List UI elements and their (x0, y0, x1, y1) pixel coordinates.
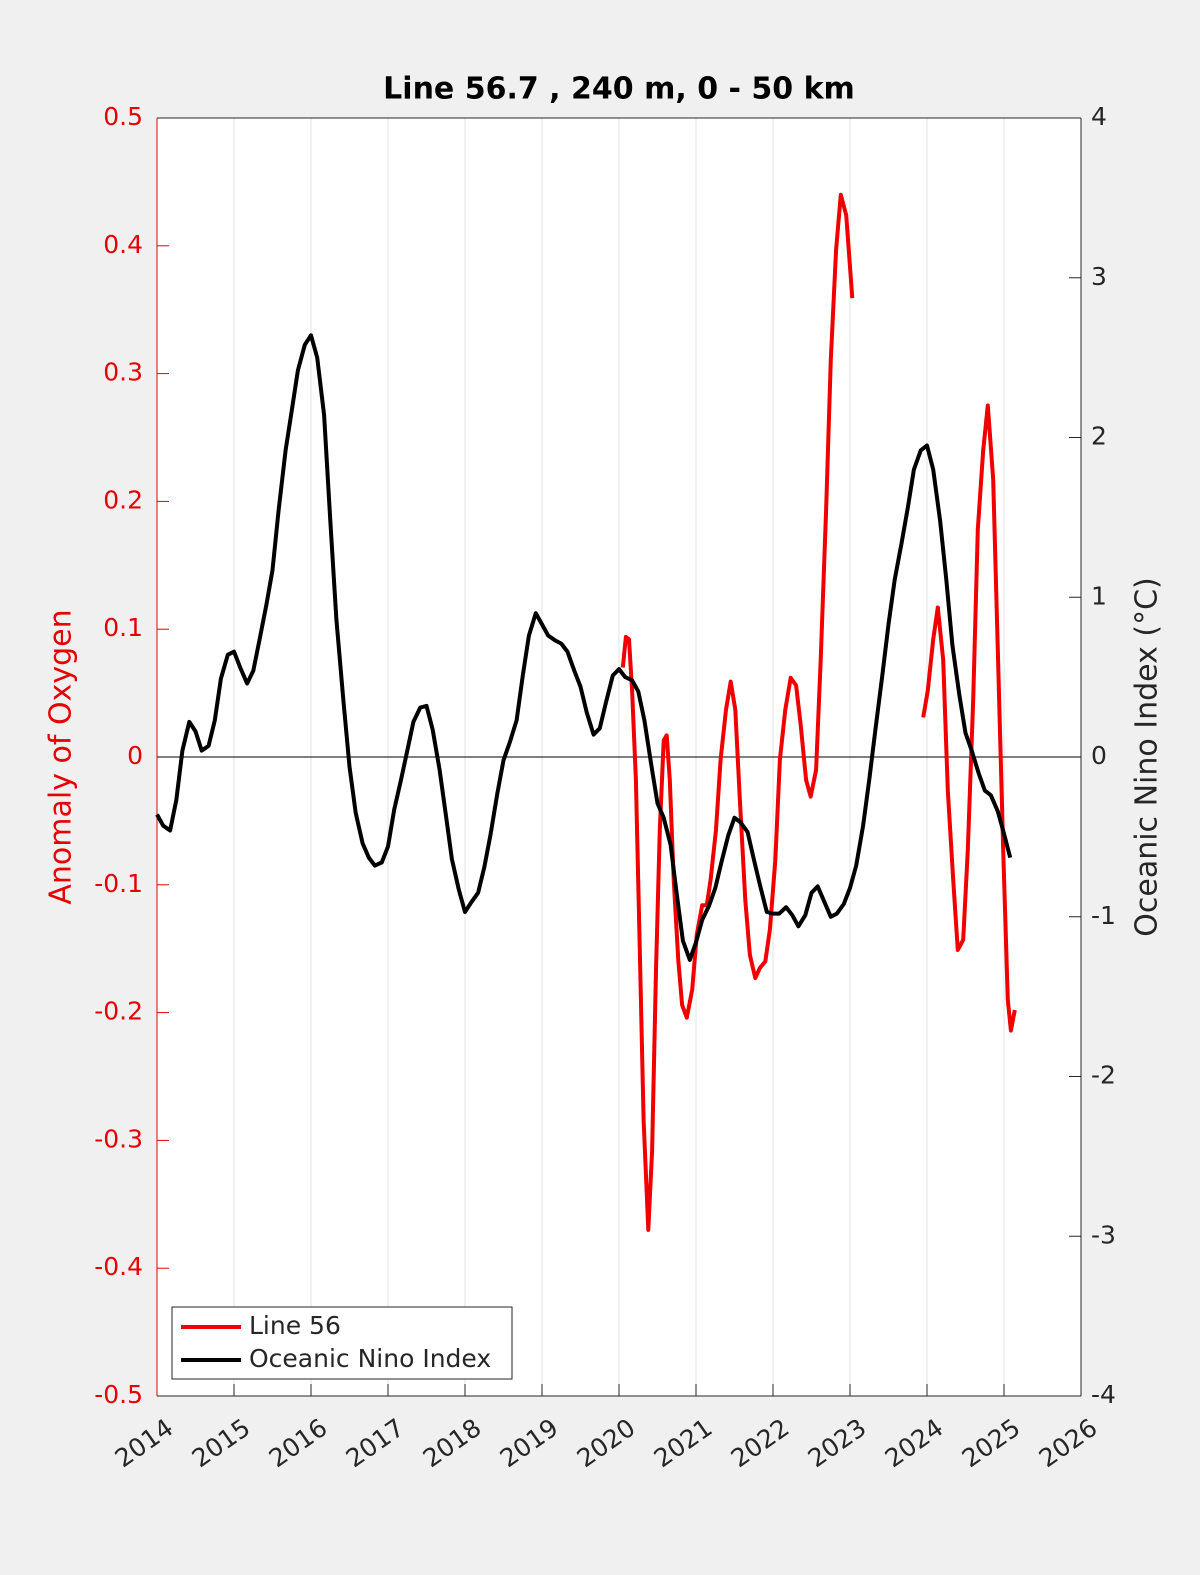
x-tick-label: 2016 (264, 1413, 333, 1473)
x-tick-label: 2018 (418, 1413, 487, 1473)
x-tick-label: 2021 (649, 1413, 718, 1473)
y2-tick-label: -1 (1091, 901, 1116, 930)
x-tick-label: 2023 (803, 1413, 872, 1473)
y-axis-label: Anomaly of Oxygen (44, 609, 79, 904)
x-tick-label: 2024 (880, 1413, 949, 1473)
y2-tick-label: 4 (1091, 102, 1107, 131)
y-tick-label: 0.2 (103, 485, 143, 514)
x-tick-label: 2015 (187, 1413, 256, 1473)
legend-box (171, 1306, 513, 1380)
y-tick-label: 0.4 (103, 230, 143, 259)
x-tick-label: 2014 (110, 1413, 179, 1473)
y-tick-label: -0.2 (94, 997, 143, 1026)
y2-tick-label: -3 (1091, 1220, 1116, 1249)
y2-tick-label: 0 (1091, 741, 1107, 770)
x-tick-label: 2026 (1034, 1413, 1103, 1473)
legend-label: Oceanic Nino Index (249, 1344, 491, 1373)
x-tick-label: 2019 (495, 1413, 564, 1473)
series-line (155, 333, 1013, 962)
y-tick-label: 0.5 (103, 102, 143, 131)
x-tick-label: 2017 (341, 1413, 410, 1473)
x-tick-label: 2025 (957, 1413, 1026, 1473)
y-tick-label: -0.1 (94, 869, 143, 898)
y2-tick-label: 1 (1091, 581, 1107, 610)
legend-label: Line 56 (249, 1311, 341, 1340)
y2-tick-label: 2 (1091, 422, 1107, 451)
y-tick-label: -0.4 (94, 1252, 143, 1281)
y-tick-label: 0.3 (103, 358, 143, 387)
y-tick-label: -0.3 (94, 1124, 143, 1153)
chart-title: Line 56.7 , 240 m, 0 - 50 km (383, 72, 855, 107)
y-tick-label: 0 (127, 741, 143, 770)
y-tick-label: -0.5 (94, 1380, 143, 1409)
x-tick-label: 2020 (572, 1413, 641, 1473)
y2-tick-label: 3 (1091, 262, 1107, 291)
y-tick-label: 0.1 (103, 613, 143, 642)
series-line (620, 192, 1017, 1232)
x-tick-label: 2022 (726, 1413, 795, 1473)
y2-tick-label: -4 (1091, 1380, 1116, 1409)
y2-tick-label: -2 (1091, 1061, 1116, 1090)
y2-axis-label: Oceanic Nino Index (°C) (1130, 577, 1165, 937)
